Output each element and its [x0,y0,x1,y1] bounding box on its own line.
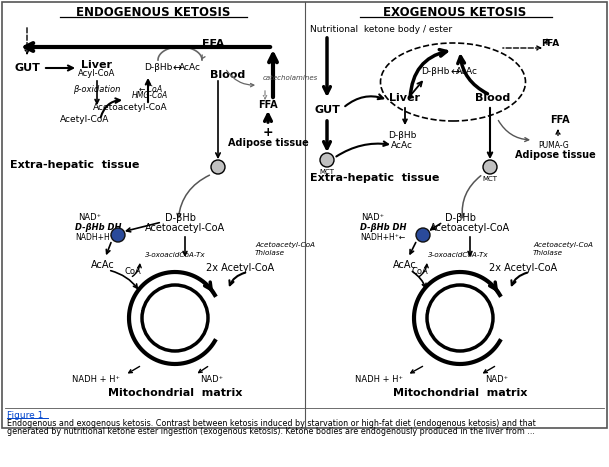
Text: FFA: FFA [550,115,570,125]
Text: D-βHb: D-βHb [445,213,476,223]
Circle shape [416,228,430,242]
Circle shape [320,153,334,167]
Text: Blood: Blood [476,93,510,103]
Text: Acetoacetyl-CoA: Acetoacetyl-CoA [255,242,315,248]
Text: D-βHb: D-βHb [388,130,416,140]
Circle shape [427,285,493,351]
Text: GUT: GUT [314,105,340,115]
Text: NADH+H⁺←: NADH+H⁺← [360,234,405,242]
Text: Figure 1: Figure 1 [7,410,43,419]
Text: CoA: CoA [412,268,428,276]
Text: NADH + H⁺: NADH + H⁺ [72,375,120,384]
Text: TCA cycle: TCA cycle [426,309,494,321]
Text: catecholamines: catecholamines [263,75,319,81]
Text: NADH + H⁺: NADH + H⁺ [355,375,403,384]
Text: CO₂: CO₂ [167,321,183,331]
Circle shape [142,285,208,351]
Text: PUMA-G: PUMA-G [538,141,569,149]
Text: NAD⁺: NAD⁺ [79,213,102,222]
Text: ↔: ↔ [450,67,460,77]
Text: Extra-hepatic  tissue: Extra-hepatic tissue [10,160,139,170]
Circle shape [483,160,497,174]
Text: Acetoacetyl-CoA: Acetoacetyl-CoA [533,242,593,248]
Text: Adipose tissue: Adipose tissue [228,138,308,148]
Text: Acetoacetyl-CoA: Acetoacetyl-CoA [430,223,510,233]
Text: FFA: FFA [258,100,278,110]
Text: 2x Acetyl-CoA: 2x Acetyl-CoA [489,263,557,273]
Text: CoA: CoA [125,268,141,276]
Text: 2x Acetyl-CoA: 2x Acetyl-CoA [206,263,274,273]
Text: ENDOGENOUS KETOSIS: ENDOGENOUS KETOSIS [76,7,230,20]
Text: CO₂: CO₂ [451,321,468,331]
Text: MCT: MCT [211,164,225,170]
Text: FFA: FFA [202,39,224,49]
Text: Extra-hepatic  tissue: Extra-hepatic tissue [310,173,439,183]
Text: Blood: Blood [210,70,245,80]
Text: D-βHb DH: D-βHb DH [75,224,122,233]
Text: AcAc: AcAc [393,260,417,270]
Text: Thiolase: Thiolase [255,250,285,256]
Text: NAD⁺: NAD⁺ [361,213,384,222]
Text: 3-oxoacidCoA-Tx: 3-oxoacidCoA-Tx [145,252,205,258]
Text: Liver: Liver [390,93,420,103]
Text: Acetyl-CoA: Acetyl-CoA [60,115,110,125]
Text: Acyl-CoA: Acyl-CoA [79,70,116,78]
Text: TCA cycle: TCA cycle [141,309,209,321]
Circle shape [111,228,125,242]
Text: 3-oxoacidCoA-Tx: 3-oxoacidCoA-Tx [428,252,488,258]
Text: Acetoacetyl-CoA: Acetoacetyl-CoA [145,223,225,233]
Text: Acetoacetyl-CoA: Acetoacetyl-CoA [93,104,167,113]
Text: D-βHb: D-βHb [421,68,449,77]
Text: β-oxidation: β-oxidation [73,85,121,94]
Circle shape [211,160,225,174]
Text: Liver: Liver [82,60,113,70]
Text: NAD⁺: NAD⁺ [200,375,223,384]
Text: FFA: FFA [541,40,559,49]
Text: AcAc: AcAc [91,260,115,270]
Text: Endogenous and exogenous ketosis. Contrast between ketosis induced by starvation: Endogenous and exogenous ketosis. Contra… [7,419,536,429]
Text: HMG-CoA: HMG-CoA [132,91,168,99]
Text: Mitochondrial  matrix: Mitochondrial matrix [108,388,242,398]
Text: Nutritional  ketone body / ester: Nutritional ketone body / ester [310,26,452,35]
Text: Thiolase: Thiolase [533,250,563,256]
Text: D-βHb: D-βHb [164,213,195,223]
Text: MCT: MCT [482,176,498,182]
Text: generated by nutritional ketone ester ingestion (exogenous ketosis). Ketone bodi: generated by nutritional ketone ester in… [7,427,535,437]
Text: GUT: GUT [14,63,40,73]
Text: NADH+H⁺←: NADH+H⁺← [75,234,120,242]
Text: ↔: ↔ [172,63,181,73]
Text: D-βHb: D-βHb [144,64,172,72]
Text: D-βHb DH: D-βHb DH [360,224,406,233]
Text: AcAc: AcAc [391,141,413,149]
Text: $\leftarrow$CoA: $\leftarrow$CoA [137,83,163,93]
Text: Adipose tissue: Adipose tissue [515,150,596,160]
Text: AcAc: AcAc [179,64,201,72]
Text: NAD⁺: NAD⁺ [485,375,508,384]
Text: Mitochondrial  matrix: Mitochondrial matrix [393,388,527,398]
Text: MCT: MCT [320,169,334,175]
Text: EXOGENOUS KETOSIS: EXOGENOUS KETOSIS [384,7,527,20]
Text: +: + [262,126,273,139]
Text: AcAc: AcAc [456,68,478,77]
